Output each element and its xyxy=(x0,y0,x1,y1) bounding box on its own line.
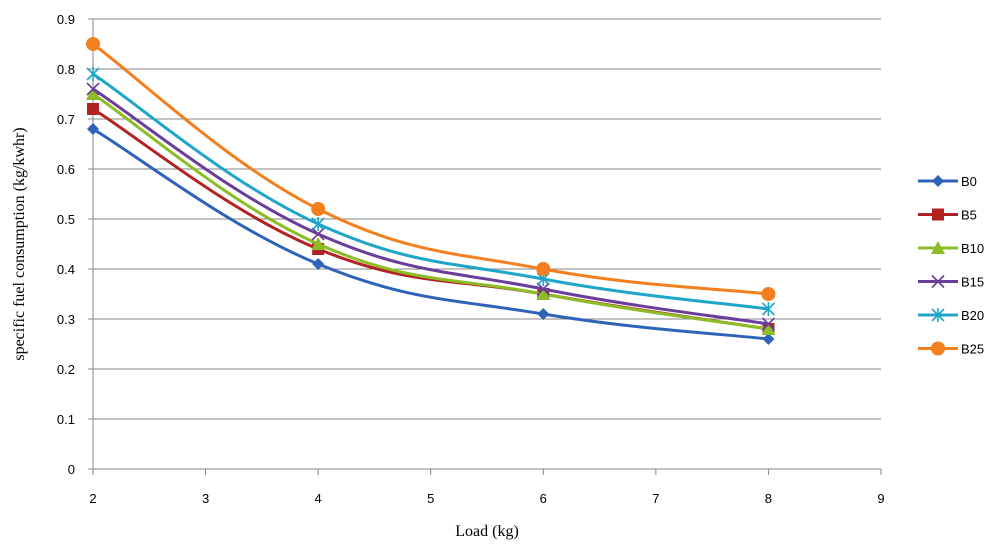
x-tick-label: 7 xyxy=(652,491,659,506)
data-point-b15-stroke xyxy=(86,82,100,96)
data-point-b0 xyxy=(312,258,325,270)
legend-item-b20: B20 xyxy=(918,308,984,323)
y-tick-label: 0.2 xyxy=(57,362,75,377)
y-tick-label: 0.5 xyxy=(57,212,75,227)
y-axis-title: specific fuel consumption (kg/kwhr) xyxy=(11,127,28,360)
data-point-b25 xyxy=(86,37,100,51)
y-tick-label: 0.7 xyxy=(57,112,75,127)
gridlines xyxy=(93,18,881,420)
series-line-b10 xyxy=(92,92,769,331)
data-point-b15-stroke xyxy=(311,227,325,241)
x-tick-label: 3 xyxy=(202,491,209,506)
series-line-b25 xyxy=(92,42,769,296)
series-line-b20 xyxy=(92,72,769,311)
legend-item-b10: B10 xyxy=(918,241,984,256)
data-point-b15 xyxy=(86,82,100,96)
data-point-b25 xyxy=(536,262,551,276)
y-tick-label: 0.8 xyxy=(57,62,75,77)
tick-labels: 0 0.1 0.2 0.3 0.4 0.5 0.6 0.7 0.8 0.9 2 3 4 5 6 7 8 9 xyxy=(57,12,885,506)
legend: B0 B5 B10 B15 B20 B25 xyxy=(918,174,984,357)
x-tick-label: 4 xyxy=(315,491,322,506)
legend-label-b15: B15 xyxy=(961,275,984,290)
data-point-b15-stroke xyxy=(536,282,550,296)
legend-label-b5: B5 xyxy=(961,208,977,223)
data-point-b15 xyxy=(536,282,550,296)
legend-marker-b25 xyxy=(931,341,945,356)
data-point-b10 xyxy=(536,287,551,300)
data-point-b20 xyxy=(761,302,775,316)
series-b0 xyxy=(87,123,775,345)
x-tick-label: 5 xyxy=(427,491,434,506)
series-b25 xyxy=(86,37,776,301)
data-point-b10 xyxy=(311,237,326,250)
x-tick-label: 9 xyxy=(877,491,884,506)
legend-label-b10: B10 xyxy=(961,241,984,256)
y-tick-label: 0.6 xyxy=(57,162,75,177)
y-tick-label: 0.9 xyxy=(57,12,75,27)
legend-marker-b5 xyxy=(932,208,944,221)
data-point-b25 xyxy=(761,287,776,301)
series-line-b0 xyxy=(92,127,769,341)
legend-item-b0: B0 xyxy=(918,174,977,189)
axes xyxy=(88,18,882,475)
legend-label-b25: B25 xyxy=(961,342,984,357)
data-point-b10 xyxy=(761,322,776,335)
data-point-b5 xyxy=(87,103,99,115)
data-point-b15 xyxy=(761,317,775,331)
legend-label-b20: B20 xyxy=(961,308,984,323)
series-b10 xyxy=(86,87,776,335)
y-tick-label: 0.1 xyxy=(57,412,75,427)
series-b15 xyxy=(86,82,775,331)
series-b20 xyxy=(86,67,775,316)
data-point-b0 xyxy=(762,333,775,345)
legend-marker-b10 xyxy=(931,241,945,254)
x-tick-label: 8 xyxy=(765,491,772,506)
legend-item-b25: B25 xyxy=(918,341,984,357)
x-tick-label: 6 xyxy=(540,491,547,506)
legend-marker-b15 xyxy=(931,274,945,289)
legend-label-b0: B0 xyxy=(961,174,977,189)
legend-marker-b15-stroke xyxy=(931,274,945,289)
data-point-b0 xyxy=(87,123,99,135)
legend-marker-b20 xyxy=(931,308,945,322)
data-point-b10 xyxy=(86,87,100,100)
data-point-b20 xyxy=(86,67,100,81)
legend-item-b5: B5 xyxy=(918,208,977,223)
legend-marker-b0 xyxy=(932,175,944,187)
data-point-b25 xyxy=(311,202,326,216)
y-tick-label: 0.3 xyxy=(57,312,75,327)
data-point-b15-stroke xyxy=(761,317,775,331)
legend-item-b15: B15 xyxy=(918,275,984,290)
y-tick-label: 0 xyxy=(68,462,75,477)
series xyxy=(86,37,776,345)
data-point-b15 xyxy=(311,227,325,241)
x-axis-title: Load (kg) xyxy=(455,523,519,540)
x-tick-label: 2 xyxy=(89,491,96,506)
series-line-b15 xyxy=(92,87,769,326)
data-point-b20 xyxy=(311,217,325,231)
data-point-b0 xyxy=(537,308,550,320)
y-tick-label: 0.4 xyxy=(57,262,75,277)
